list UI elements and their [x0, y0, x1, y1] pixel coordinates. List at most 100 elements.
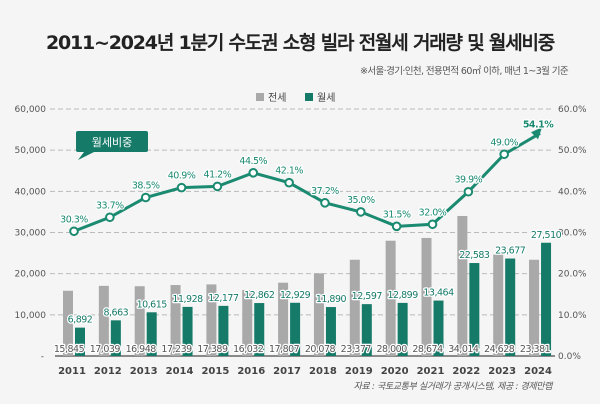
bar-jeonse: [242, 290, 253, 356]
ratio-value-label: 54.1%: [523, 119, 554, 130]
jeonse-value-label: 24,628: [484, 344, 515, 355]
ratio-point: [356, 207, 366, 217]
wolse-value-label: 12,177: [208, 293, 239, 304]
ratio-value-label: 31.5%: [383, 209, 411, 220]
bar-jeonse: [206, 284, 217, 356]
ratio-point: [69, 226, 79, 237]
jeonse-value-label: 17,389: [197, 344, 228, 355]
callout: 월세비중: [76, 131, 148, 160]
bar-wolse: [325, 307, 336, 356]
wolse-value-label: 8,663: [103, 307, 128, 318]
source-note: 자료 : 국토교통부 실거래가 공개시스템, 제공 : 경제만랩: [354, 381, 554, 392]
x-tick-label: 2024: [524, 366, 552, 377]
x-tick-label: 2011: [58, 366, 86, 377]
bar-jeonse: [493, 254, 504, 356]
ratio-point: [248, 168, 259, 178]
x-tick-label: 2014: [166, 366, 194, 377]
left-tick-label: 10,000: [15, 311, 47, 321]
x-tick-label: 2015: [201, 366, 229, 377]
bar-jeonse: [349, 259, 360, 356]
right-tick-label: 0.0%: [558, 352, 581, 362]
bar-wolse: [433, 300, 444, 356]
ratio-point: [140, 192, 151, 203]
wolse-value-label: 6,892: [68, 315, 93, 326]
ratio-line: [73, 131, 541, 233]
bar-jeonse: [98, 285, 109, 356]
bar-jeonse: [457, 215, 468, 356]
wolse-value-label: 27,510: [531, 230, 562, 241]
ratio-value-label: 32.0%: [419, 207, 447, 218]
ratio-value-label: 38.5%: [132, 181, 160, 192]
bar-wolse: [290, 302, 301, 356]
bar-jeonse: [421, 237, 432, 356]
left-tick-label: -: [41, 352, 44, 362]
right-tick-label: 10.0%: [558, 311, 587, 321]
jeonse-value-label: 34,014: [448, 344, 479, 355]
ratio-value-label: 41.2%: [204, 169, 232, 180]
left-tick-label: 40,000: [15, 187, 47, 197]
wolse-value-label: 11,928: [172, 294, 203, 305]
bar-jeonse: [385, 240, 396, 356]
left-tick-label: 20,000: [15, 270, 47, 280]
ratio-value-label: 37.2%: [311, 186, 339, 197]
callout-box: [76, 131, 148, 152]
wolse-value-label: 22,583: [459, 250, 490, 261]
x-tick-label: 2022: [452, 366, 480, 377]
ratio-point: [499, 149, 510, 160]
jeonse-value-label: 28,674: [412, 344, 443, 355]
left-tick-label: 60,000: [15, 105, 47, 115]
ratio-value-label: 30.3%: [60, 214, 88, 225]
ratio-point: [212, 181, 223, 192]
ratio-point: [391, 221, 402, 232]
jeonse-value-label: 23,377: [341, 344, 372, 355]
callout-label: 월세비중: [92, 136, 132, 149]
x-tick-label: 2023: [488, 366, 516, 377]
legend-swatch-wolse: [305, 93, 313, 101]
x-tick-label: 2021: [417, 366, 445, 377]
jeonse-value-label: 28,000: [377, 344, 408, 355]
x-tick-label: 2017: [273, 366, 301, 377]
ratio-point: [320, 198, 330, 208]
x-tick-label: 2013: [130, 366, 158, 377]
ratio-point: [427, 219, 438, 230]
ratio-point: [284, 177, 294, 188]
jeonse-value-label: 23,381: [520, 344, 551, 355]
bar-jeonse: [313, 273, 324, 356]
jeonse-value-label: 17,039: [90, 344, 121, 355]
bar-jeonse: [134, 286, 145, 356]
right-tick-label: 20.0%: [558, 270, 587, 280]
chart-title: 2011~2024년 1분기 수도권 소형 빌라 전월세 거래량 및 월세비중: [46, 32, 555, 54]
legend-label-jeonse: 전세: [268, 92, 286, 104]
bar-jeonse: [170, 285, 181, 356]
jeonse-value-label: 15,845: [54, 344, 85, 355]
ratio-value-label: 49.0%: [490, 137, 518, 148]
wolse-value-label: 11,890: [316, 294, 347, 305]
bar-wolse: [397, 302, 408, 356]
left-tick-label: 30,000: [15, 229, 47, 239]
bar-jeonse: [63, 290, 73, 356]
ratio-value-label: 35.0%: [347, 195, 375, 206]
bar-wolse: [146, 312, 157, 356]
legend-swatch-jeonse: [256, 93, 264, 101]
ratio-point: [176, 182, 187, 193]
x-tick-label: 2016: [237, 366, 265, 377]
right-tick-label: 60.0%: [558, 105, 587, 115]
bar-wolse: [361, 304, 372, 356]
wolse-value-label: 12,597: [352, 291, 383, 302]
ratio-value-label: 42.1%: [275, 166, 303, 177]
wolse-value-label: 12,899: [388, 290, 419, 301]
x-tick-label: 2020: [381, 366, 409, 377]
wolse-value-label: 23,677: [495, 246, 526, 257]
x-tick-label: 2019: [345, 366, 373, 377]
wolse-value-label: 13,464: [423, 288, 454, 299]
right-tick-label: 40.0%: [558, 187, 587, 197]
ratio-point: [105, 212, 115, 223]
x-tick-label: 2018: [309, 366, 337, 377]
legend-label-wolse: 월세: [317, 92, 335, 104]
ratio-value-label: 44.5%: [239, 156, 267, 167]
bar-wolse: [505, 258, 516, 356]
callout-pointer: [78, 152, 94, 160]
wolse-value-label: 12,929: [280, 290, 311, 301]
ratio-line-arrowhead: [531, 127, 543, 140]
